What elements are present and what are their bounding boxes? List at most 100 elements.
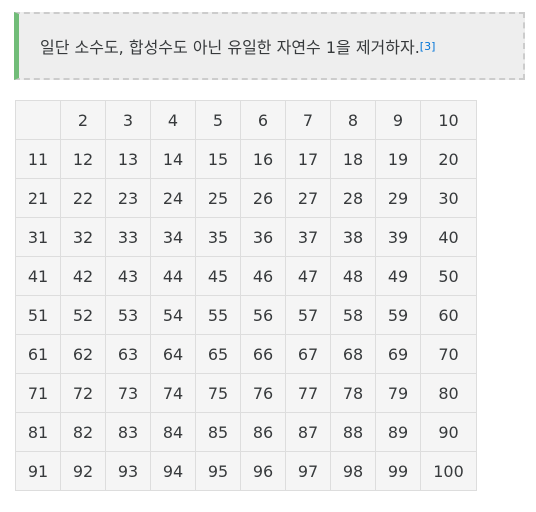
number-cell: 98 [330, 451, 376, 491]
number-cell: 90 [420, 412, 477, 452]
number-cell: 56 [240, 295, 286, 335]
number-cell: 14 [150, 139, 196, 179]
note-text: 일단 소수도, 합성수도 아닌 유일한 자연수 1을 제거하자. [40, 38, 420, 57]
number-grid: 2 3 4 5 6 7 8 9 10 11 12 13 14 15 16 17 18 19 20 21 22 23 24 25… [15, 100, 477, 491]
number-cell: 30 [420, 178, 477, 218]
number-cell: 36 [240, 217, 286, 257]
number-cell: 22 [60, 178, 106, 218]
number-grid-body: 2 3 4 5 6 7 8 9 10 11 12 13 14 15 16 17 18 19 20 21 22 23 24 25… [15, 100, 477, 491]
number-cell: 9 [375, 100, 421, 140]
number-cell: 23 [105, 178, 151, 218]
number-cell: 82 [60, 412, 106, 452]
number-cell: 19 [375, 139, 421, 179]
number-cell: 68 [330, 334, 376, 374]
number-cell: 54 [150, 295, 196, 335]
number-cell: 51 [15, 295, 61, 335]
number-cell: 25 [195, 178, 241, 218]
number-cell: 86 [240, 412, 286, 452]
number-cell: 76 [240, 373, 286, 413]
number-cell: 15 [195, 139, 241, 179]
number-cell: 38 [330, 217, 376, 257]
table-row: 91 92 93 94 95 96 97 98 99 100 [15, 451, 477, 491]
number-cell: 66 [240, 334, 286, 374]
number-cell: 32 [60, 217, 106, 257]
number-cell: 64 [150, 334, 196, 374]
number-cell: 100 [420, 451, 477, 491]
number-cell: 3 [105, 100, 151, 140]
number-cell: 35 [195, 217, 241, 257]
footnote-ref[interactable]: [3] [420, 40, 436, 53]
number-cell: 43 [105, 256, 151, 296]
number-cell: 75 [195, 373, 241, 413]
number-cell [15, 100, 61, 140]
table-row: 71 72 73 74 75 76 77 78 79 80 [15, 373, 477, 413]
number-cell: 10 [420, 100, 477, 140]
number-cell: 13 [105, 139, 151, 179]
number-cell: 12 [60, 139, 106, 179]
number-cell: 67 [285, 334, 331, 374]
number-cell: 52 [60, 295, 106, 335]
number-cell: 79 [375, 373, 421, 413]
number-cell: 29 [375, 178, 421, 218]
number-cell: 83 [105, 412, 151, 452]
number-cell: 91 [15, 451, 61, 491]
number-cell: 42 [60, 256, 106, 296]
number-cell: 60 [420, 295, 477, 335]
number-cell: 16 [240, 139, 286, 179]
number-cell: 41 [15, 256, 61, 296]
number-cell: 21 [15, 178, 61, 218]
number-cell: 45 [195, 256, 241, 296]
number-cell: 85 [195, 412, 241, 452]
number-cell: 55 [195, 295, 241, 335]
number-cell: 65 [195, 334, 241, 374]
number-cell: 77 [285, 373, 331, 413]
number-cell: 58 [330, 295, 376, 335]
number-cell: 37 [285, 217, 331, 257]
table-row: 51 52 53 54 55 56 57 58 59 60 [15, 295, 477, 335]
footnote-link[interactable]: [3] [419, 39, 436, 53]
number-cell: 70 [420, 334, 477, 374]
number-cell: 17 [285, 139, 331, 179]
number-cell: 62 [60, 334, 106, 374]
number-cell: 27 [285, 178, 331, 218]
number-cell: 61 [15, 334, 61, 374]
number-cell: 89 [375, 412, 421, 452]
table-row: 41 42 43 44 45 46 47 48 49 50 [15, 256, 477, 296]
number-cell: 8 [330, 100, 376, 140]
number-cell: 99 [375, 451, 421, 491]
table-row: 31 32 33 34 35 36 37 38 39 40 [15, 217, 477, 257]
number-cell: 46 [240, 256, 286, 296]
table-row: 21 22 23 24 25 26 27 28 29 30 [15, 178, 477, 218]
number-cell: 11 [15, 139, 61, 179]
number-cell: 74 [150, 373, 196, 413]
number-cell: 72 [60, 373, 106, 413]
number-cell: 88 [330, 412, 376, 452]
number-cell: 18 [330, 139, 376, 179]
number-cell: 50 [420, 256, 477, 296]
number-cell: 93 [105, 451, 151, 491]
table-row: 2 3 4 5 6 7 8 9 10 [15, 100, 477, 140]
number-cell: 26 [240, 178, 286, 218]
number-cell: 95 [195, 451, 241, 491]
number-cell: 59 [375, 295, 421, 335]
number-cell: 48 [330, 256, 376, 296]
number-cell: 96 [240, 451, 286, 491]
number-cell: 49 [375, 256, 421, 296]
number-cell: 57 [285, 295, 331, 335]
number-cell: 53 [105, 295, 151, 335]
number-cell: 44 [150, 256, 196, 296]
number-cell: 84 [150, 412, 196, 452]
number-cell: 5 [195, 100, 241, 140]
number-cell: 78 [330, 373, 376, 413]
number-cell: 92 [60, 451, 106, 491]
number-cell: 31 [15, 217, 61, 257]
number-cell: 20 [420, 139, 477, 179]
number-cell: 97 [285, 451, 331, 491]
note-box: 일단 소수도, 합성수도 아닌 유일한 자연수 1을 제거하자. [3] [14, 12, 525, 80]
number-cell: 73 [105, 373, 151, 413]
number-cell: 81 [15, 412, 61, 452]
number-cell: 24 [150, 178, 196, 218]
number-cell: 33 [105, 217, 151, 257]
number-cell: 69 [375, 334, 421, 374]
number-cell: 6 [240, 100, 286, 140]
